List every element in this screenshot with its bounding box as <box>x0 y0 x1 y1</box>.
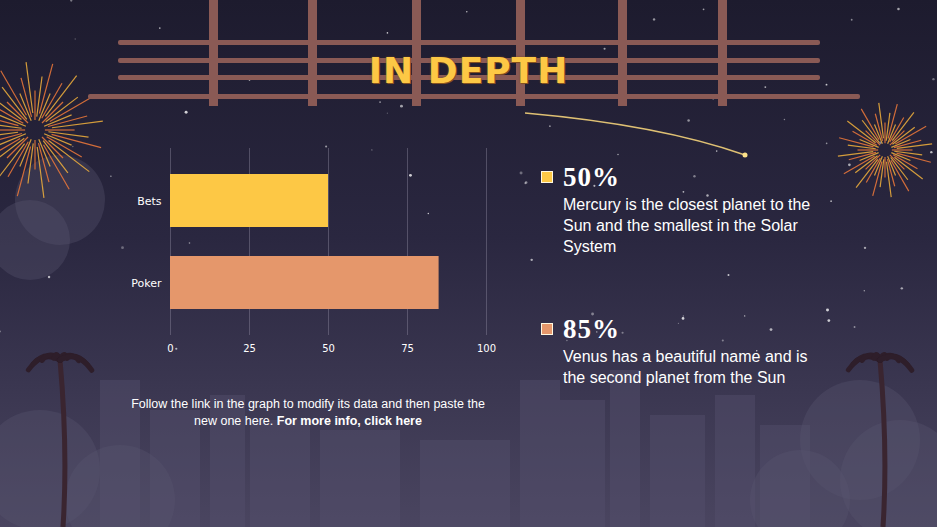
html-text:IN DEPTH: IN DEPTH <box>368 50 569 91</box>
svg-text:50: 50 <box>322 343 335 354</box>
svg-text:Bets: Bets <box>137 195 162 208</box>
html-text:Venus has a beautiful name and: Venus has a beautiful name and is the se… <box>563 348 808 386</box>
svg-text:75: 75 <box>401 343 414 354</box>
svg-text:Poker: Poker <box>131 277 162 290</box>
html-text:Follow the link in the graph t: Follow the link in the graph to modify i… <box>131 397 485 428</box>
html-text:Mercury is the closest planet: Mercury is the closest planet to the Sun… <box>563 196 811 255</box>
svg-text:100: 100 <box>477 343 496 354</box>
svg-text:25: 25 <box>243 343 256 354</box>
html-text:85%: 85% <box>563 313 620 344</box>
html-text:50%: 50% <box>563 161 620 192</box>
svg-text:0: 0 <box>167 343 173 354</box>
